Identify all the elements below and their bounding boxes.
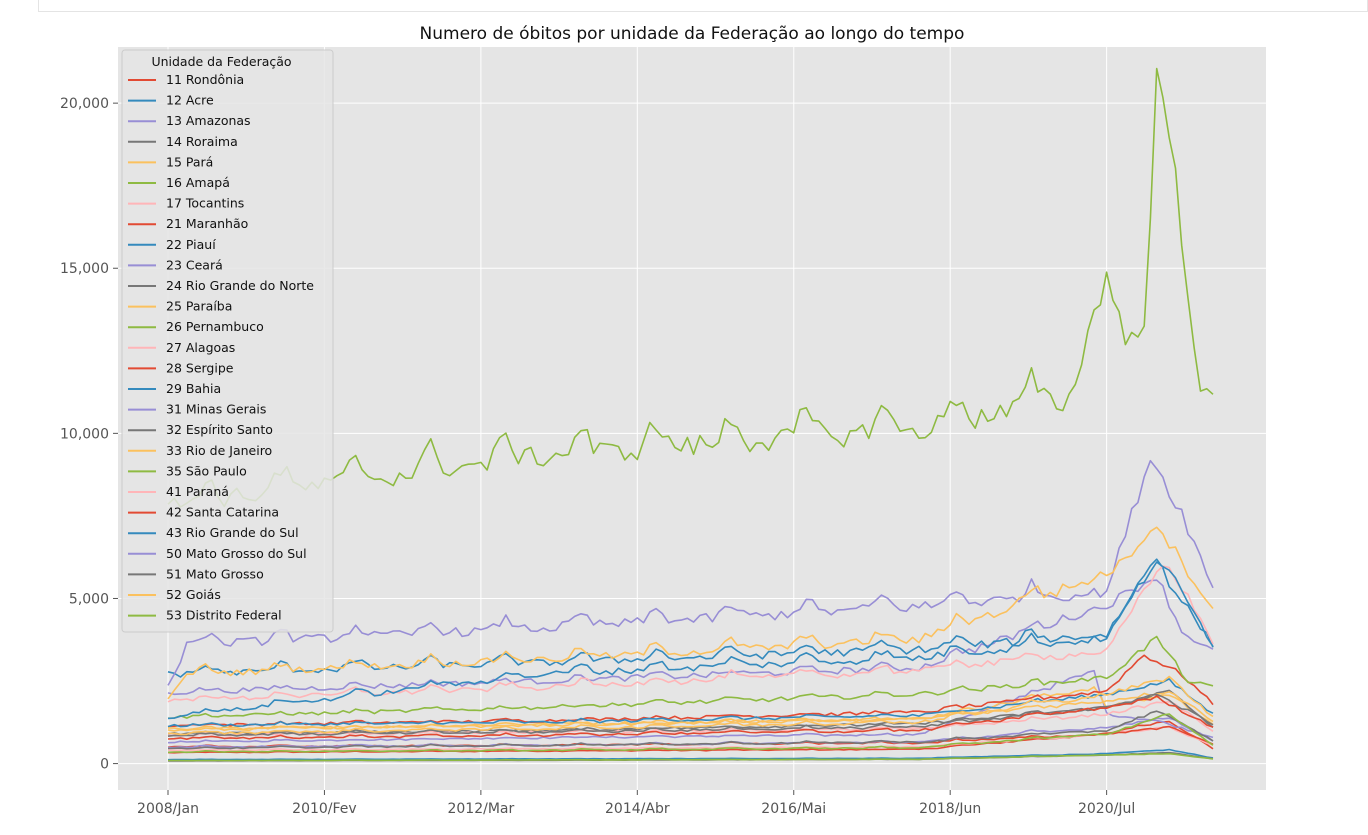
legend-item-label: 52 Goiás	[166, 587, 221, 602]
series-line	[167, 561, 1214, 720]
legend-item-label: 22 Piauí	[166, 237, 216, 252]
legend-item-label: 43 Rio Grande do Sul	[166, 525, 299, 540]
legend-item-label: 25 Paraíba	[166, 299, 232, 314]
series-line	[167, 691, 1214, 731]
y-tick-label: 10,000	[60, 426, 109, 442]
series-line	[167, 695, 1214, 740]
legend-title: Unidade da Federação	[151, 54, 291, 69]
legend-item-label: 15 Pará	[166, 154, 213, 169]
x-axis-ticks: 2008/Jan 2010/Fev 2012/Mar 2014/Abr 2016/Mai…	[137, 790, 1135, 817]
legend: Unidade da Federação 11 Rondônia 12 Acre 13…	[121, 49, 334, 633]
legend-item-label: 35 São Paulo	[166, 463, 247, 478]
legend-item-label: 53 Distrito Federal	[166, 608, 282, 623]
legend-item-label: 26 Pernambuco	[166, 319, 264, 334]
series-lines	[167, 67, 1214, 762]
legend-box	[121, 49, 334, 633]
legend-item-label: 29 Bahia	[166, 381, 221, 396]
x-tick-label: 2008/Jan	[137, 801, 199, 817]
series-line	[167, 67, 1214, 508]
series-line	[167, 558, 1214, 678]
y-tick-label: 0	[100, 757, 109, 773]
series-line	[167, 459, 1214, 686]
legend-item-label: 24 Rio Grande do Norte	[166, 278, 314, 293]
series-line	[167, 689, 1214, 736]
legend-item-label: 50 Mato Grosso do Sul	[166, 546, 307, 561]
x-tick-label: 2012/Mar	[447, 801, 514, 817]
legend-item-label: 27 Alagoas	[166, 340, 235, 355]
x-tick-label: 2010/Fev	[292, 801, 357, 817]
series-line	[167, 579, 1214, 696]
legend-item-label: 16 Amapá	[166, 175, 230, 190]
legend-item-label: 32 Espírito Santo	[166, 422, 273, 437]
y-tick-label: 15,000	[60, 261, 109, 277]
legend-item-label: 28 Sergipe	[166, 360, 234, 375]
legend-item-label: 41 Paraná	[166, 484, 229, 499]
x-tick-label: 2014/Abr	[605, 801, 670, 817]
chart-title: Numero de óbitos por unidade da Federaçã…	[420, 24, 965, 44]
x-tick-label: 2020/Jul	[1078, 801, 1135, 817]
x-tick-label: 2016/Mai	[761, 801, 826, 817]
legend-item-label: 51 Mato Grosso	[166, 566, 264, 581]
x-tick-label: 2018/Jun	[919, 801, 981, 817]
series-line	[167, 748, 1214, 761]
legend-item-label: 33 Rio de Janeiro	[166, 443, 272, 458]
y-tick-label: 5,000	[69, 591, 109, 607]
series-line	[167, 565, 1214, 703]
series-line	[167, 669, 1214, 744]
legend-item-label: 11 Rondônia	[166, 72, 244, 87]
series-line	[167, 675, 1214, 736]
series-line	[167, 713, 1214, 754]
legend-item-label: 23 Ceará	[166, 257, 223, 272]
series-line	[167, 678, 1214, 728]
series-line	[167, 526, 1214, 700]
legend-item-label: 14 Roraima	[166, 134, 238, 149]
legend-item-label: 12 Acre	[166, 93, 214, 108]
series-line	[167, 710, 1214, 750]
y-axis-ticks: 0 5,000 10,000 15,000 20,000	[60, 96, 118, 773]
legend-item-label: 31 Minas Gerais	[166, 402, 266, 417]
legend-item-label: 21 Maranhão	[166, 216, 248, 231]
y-tick-label: 20,000	[60, 96, 109, 112]
series-line	[167, 635, 1214, 719]
legend-item-label: 42 Santa Catarina	[166, 505, 279, 520]
series-line	[168, 752, 1214, 762]
legend-item-label: 13 Amazonas	[166, 113, 251, 128]
legend-item-label: 17 Tocantins	[166, 196, 244, 211]
